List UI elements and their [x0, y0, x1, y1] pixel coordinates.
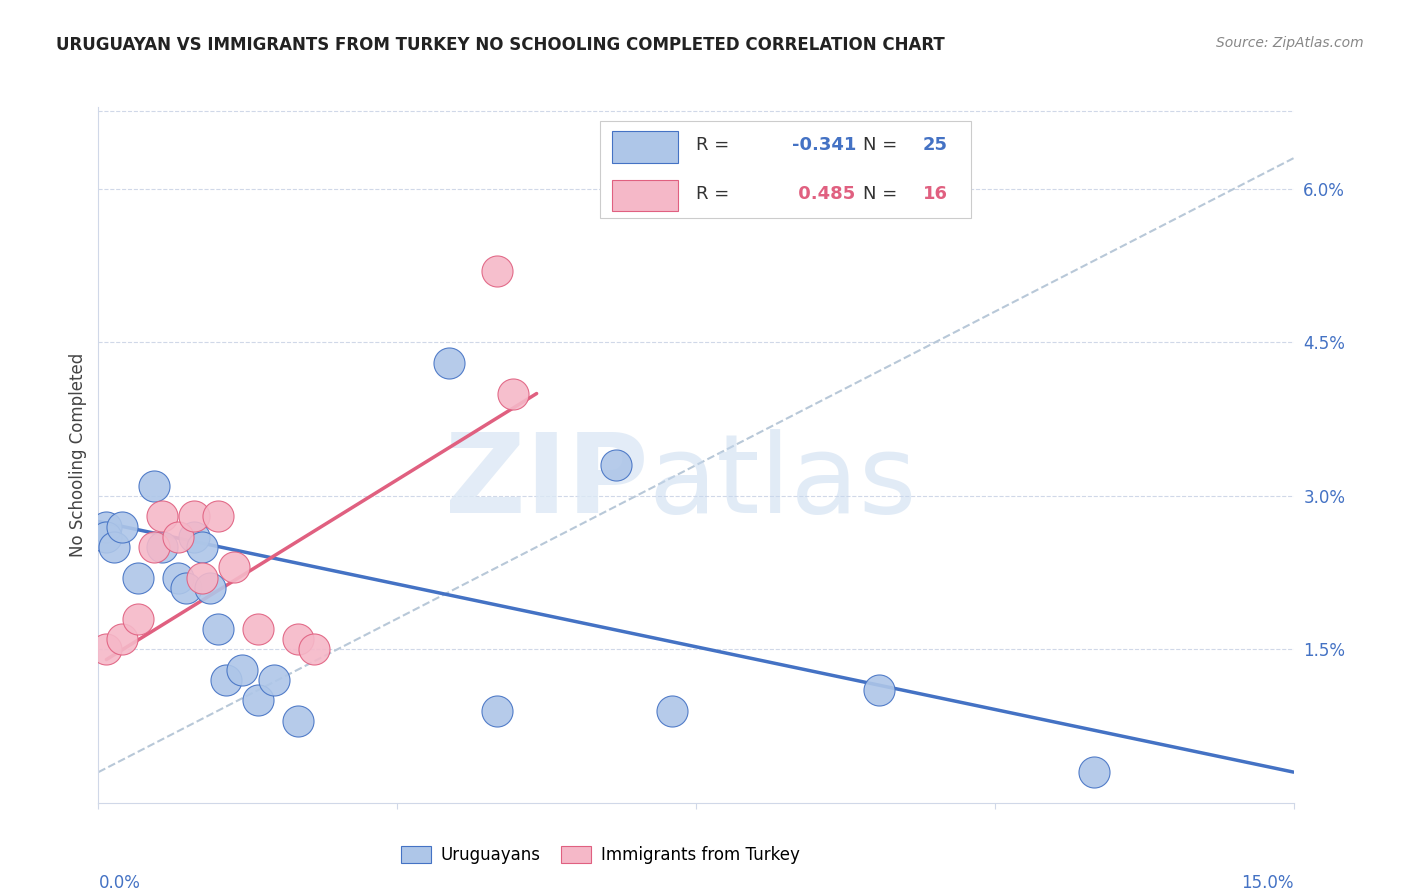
- Point: [605, 458, 627, 472]
- Point: [287, 714, 309, 728]
- Point: [437, 356, 460, 370]
- Point: [868, 683, 890, 698]
- Text: 16: 16: [922, 185, 948, 203]
- Point: [111, 519, 134, 533]
- Text: N =: N =: [863, 185, 897, 203]
- Point: [191, 540, 214, 554]
- FancyBboxPatch shape: [613, 131, 678, 162]
- FancyBboxPatch shape: [613, 180, 678, 211]
- Y-axis label: No Schooling Completed: No Schooling Completed: [69, 353, 87, 557]
- Point: [1083, 765, 1105, 780]
- Text: R =: R =: [696, 185, 730, 203]
- Point: [127, 612, 149, 626]
- Text: URUGUAYAN VS IMMIGRANTS FROM TURKEY NO SCHOOLING COMPLETED CORRELATION CHART: URUGUAYAN VS IMMIGRANTS FROM TURKEY NO S…: [56, 36, 945, 54]
- Text: 0.485: 0.485: [792, 185, 855, 203]
- Point: [302, 642, 325, 657]
- Point: [263, 673, 285, 687]
- Text: -0.341: -0.341: [792, 136, 856, 154]
- Point: [183, 509, 205, 524]
- Point: [103, 540, 125, 554]
- Point: [246, 622, 269, 636]
- Point: [111, 632, 134, 646]
- Text: 0.0%: 0.0%: [98, 874, 141, 892]
- Point: [485, 264, 508, 278]
- FancyBboxPatch shape: [600, 121, 970, 219]
- Point: [207, 622, 229, 636]
- Point: [287, 632, 309, 646]
- Point: [96, 519, 118, 533]
- Text: Source: ZipAtlas.com: Source: ZipAtlas.com: [1216, 36, 1364, 50]
- Point: [191, 571, 214, 585]
- Point: [231, 663, 253, 677]
- Point: [198, 581, 221, 595]
- Point: [485, 704, 508, 718]
- Point: [150, 509, 173, 524]
- Point: [661, 704, 683, 718]
- Text: N =: N =: [863, 136, 897, 154]
- Point: [96, 642, 118, 657]
- Point: [215, 673, 238, 687]
- Text: R =: R =: [696, 136, 730, 154]
- Point: [96, 530, 118, 544]
- Point: [222, 560, 245, 574]
- Text: ZIP: ZIP: [444, 429, 648, 536]
- Legend: Uruguayans, Immigrants from Turkey: Uruguayans, Immigrants from Turkey: [394, 839, 807, 871]
- Point: [143, 478, 166, 492]
- Point: [127, 571, 149, 585]
- Point: [183, 530, 205, 544]
- Text: atlas: atlas: [648, 429, 917, 536]
- Point: [502, 386, 524, 401]
- Point: [174, 581, 197, 595]
- Point: [246, 693, 269, 707]
- Point: [150, 540, 173, 554]
- Text: 25: 25: [922, 136, 948, 154]
- Point: [167, 571, 190, 585]
- Point: [167, 530, 190, 544]
- Point: [143, 540, 166, 554]
- Text: 15.0%: 15.0%: [1241, 874, 1294, 892]
- Point: [207, 509, 229, 524]
